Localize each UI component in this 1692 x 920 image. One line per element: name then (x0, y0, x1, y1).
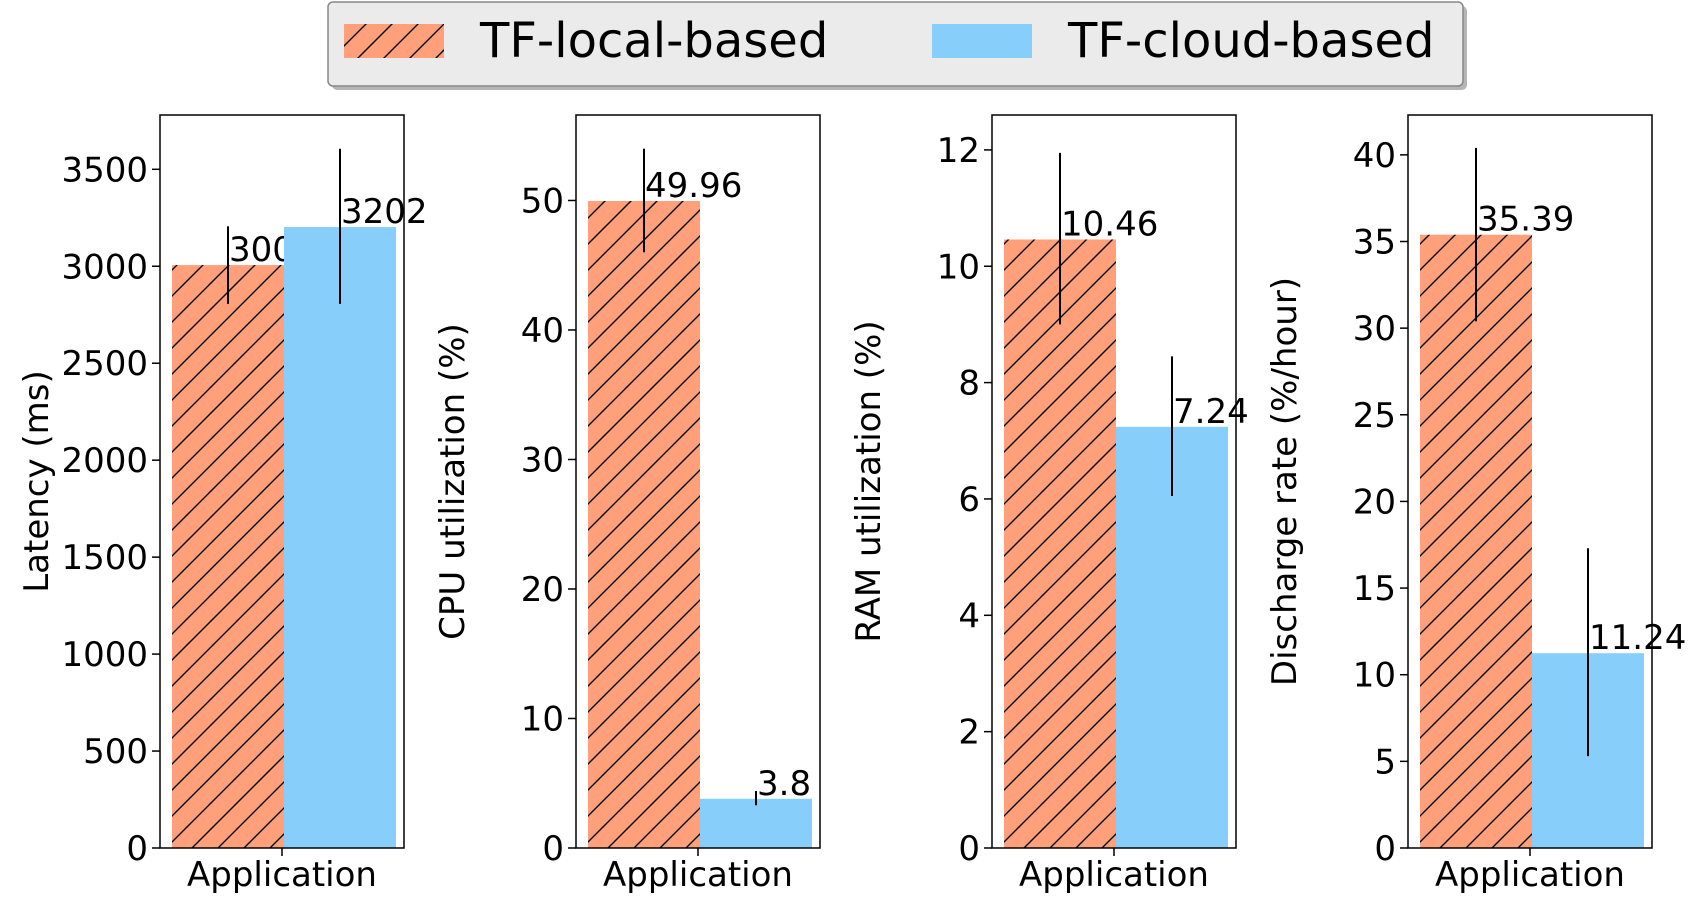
x-tick-label: Application (1435, 855, 1625, 895)
value-label-local: 10.46 (1061, 204, 1158, 244)
chart-panel-2: 49.96 3.8 0 10 20 30 40 50 Application CPU utiliz… (433, 114, 821, 895)
legend-swatch-cloud (932, 24, 1032, 58)
y-tick-label: 25 (1353, 396, 1396, 436)
y-tick-label: 5 (1374, 742, 1396, 782)
y-tick-label: 0 (1374, 829, 1396, 869)
bar-hatch-local (172, 265, 284, 849)
value-label-cloud: 3.8 (757, 764, 811, 804)
y-tick-label: 30 (521, 440, 564, 480)
y-axis-label: Discharge rate (%/hour) (1265, 277, 1305, 686)
y-axis-label: RAM utilization (%) (849, 320, 889, 642)
y-tick-label: 35 (1353, 222, 1396, 262)
y-tick-label: 4 (958, 596, 980, 636)
y-tick-label: 0 (542, 829, 564, 869)
y-tick-label: 20 (521, 570, 564, 610)
y-tick-label: 15 (1353, 569, 1396, 609)
value-label-cloud: 7.24 (1173, 392, 1249, 432)
bar-hatch-local (1420, 234, 1532, 848)
y-tick-label: 10 (1353, 656, 1396, 696)
y-tick-label: 2500 (61, 344, 148, 384)
chart-panel-4: 35.39 11.24 0 5 10 15 20 25 30 35 40 Application Dis… (1265, 114, 1686, 895)
y-tick-label: 1500 (61, 538, 148, 578)
y-tick-label: 2000 (61, 441, 148, 481)
value-label-local: 35.39 (1477, 200, 1574, 240)
x-tick-label: Application (603, 855, 793, 895)
y-tick-label: 50 (521, 181, 564, 221)
value-label-cloud: 11.24 (1589, 618, 1686, 658)
y-axis-label: Latency (ms) (17, 370, 57, 593)
bar-cloud (284, 227, 396, 848)
chart-panel-3: 10.46 7.24 0 2 4 6 8 10 12 Application RAM utiliza… (849, 114, 1249, 895)
y-tick-label: 500 (83, 732, 148, 772)
y-tick-label: 3000 (61, 247, 148, 287)
value-label-local: 49.96 (645, 166, 742, 206)
y-tick-label: 3500 (61, 150, 148, 190)
y-tick-label: 40 (521, 311, 564, 351)
y-tick-label: 6 (958, 480, 980, 520)
y-tick-label: 0 (958, 829, 980, 869)
charts: 300632020500100015002000250030003500Appl… (17, 114, 1686, 895)
y-tick-label: 40 (1353, 136, 1396, 176)
y-tick-label: 30 (1353, 309, 1396, 349)
chart-panel-1: 300632020500100015002000250030003500Appl… (17, 114, 428, 895)
y-tick-label: 8 (958, 364, 980, 404)
x-tick-label: Application (187, 855, 377, 895)
legend-swatch-local-hatch (344, 24, 444, 58)
y-tick-label: 20 (1353, 482, 1396, 522)
y-tick-label: 0 (126, 829, 148, 869)
legend-label-local: TF-local-based (479, 13, 828, 69)
legend: TF-local-based TF-cloud-based (327, 1, 1467, 90)
legend-frame (327, 1, 1464, 87)
x-tick-label: Application (1019, 855, 1209, 895)
y-tick-label: 2 (958, 713, 980, 753)
legend-label-cloud: TF-cloud-based (1067, 13, 1434, 69)
y-tick-label: 1000 (61, 635, 148, 675)
bar-hatch-local (588, 200, 700, 848)
value-label-cloud: 3202 (341, 192, 428, 232)
y-tick-label: 10 (521, 699, 564, 739)
y-axis-label: CPU utilization (%) (433, 323, 473, 640)
bar-cloud (1116, 426, 1228, 848)
bar-cloud (700, 798, 812, 848)
bar-hatch-local (1004, 239, 1116, 848)
y-tick-label: 12 (937, 131, 980, 171)
y-tick-label: 10 (937, 247, 980, 287)
